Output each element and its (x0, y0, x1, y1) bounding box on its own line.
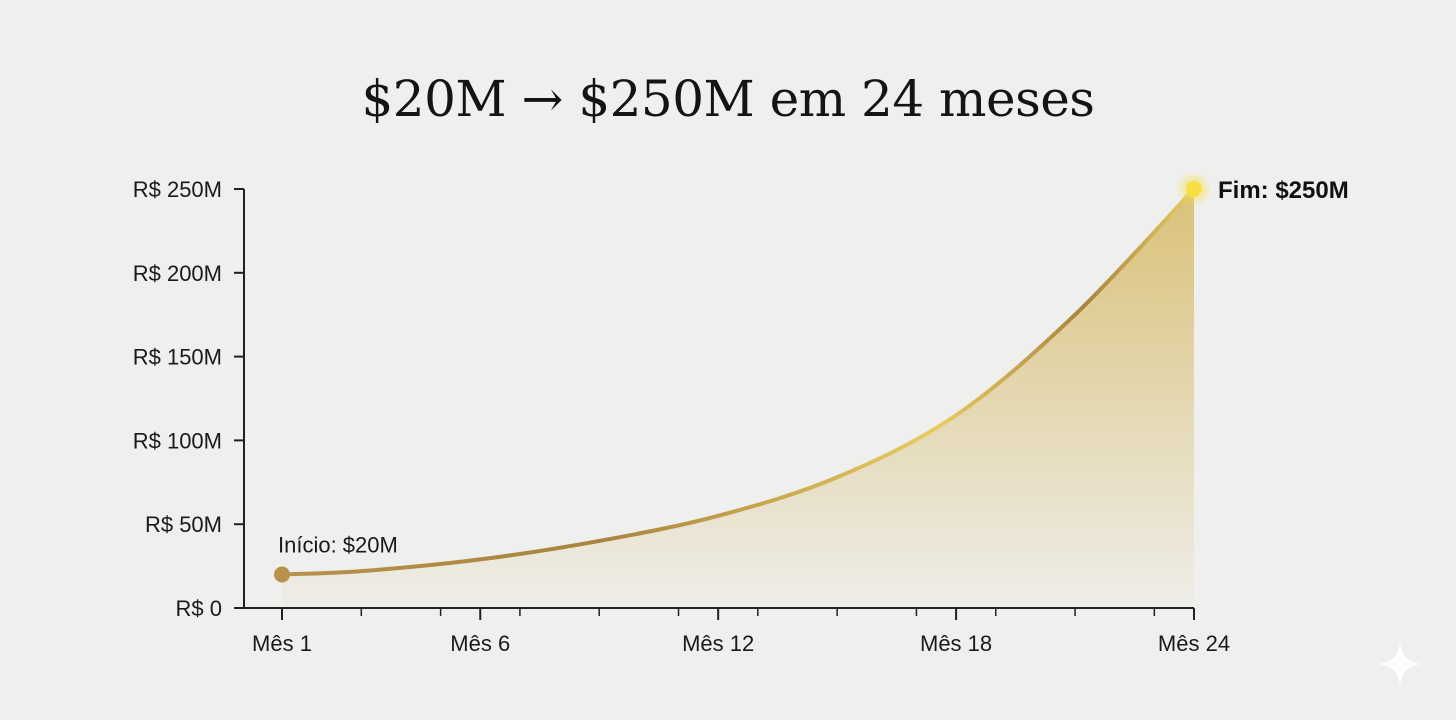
sparkle-icon (1378, 642, 1422, 686)
y-tick-label: R$ 200M (133, 261, 222, 286)
y-tick-label: R$ 50M (145, 512, 222, 537)
series-line (280, 187, 1196, 577)
area-fill (282, 189, 1194, 608)
end-annotation: Fim: $250M (1218, 177, 1349, 204)
y-tick-label: R$ 100M (133, 428, 222, 453)
y-tick-label: R$ 150M (133, 345, 222, 370)
end-marker (1186, 181, 1202, 197)
x-tick-label: Mês 12 (682, 631, 754, 656)
y-tick-label: R$ 0 (176, 596, 222, 621)
start-annotation: Início: $20M (278, 532, 398, 557)
x-tick-label: Mês 6 (450, 631, 510, 656)
chart-title: $20M → $250M em 24 meses (361, 70, 1095, 128)
start-marker (274, 566, 290, 583)
y-tick-label: R$ 250M (133, 177, 222, 202)
x-tick-label: Mês 1 (252, 631, 312, 656)
x-tick-label: Mês 24 (1158, 631, 1230, 656)
x-tick-label: Mês 18 (920, 631, 992, 656)
